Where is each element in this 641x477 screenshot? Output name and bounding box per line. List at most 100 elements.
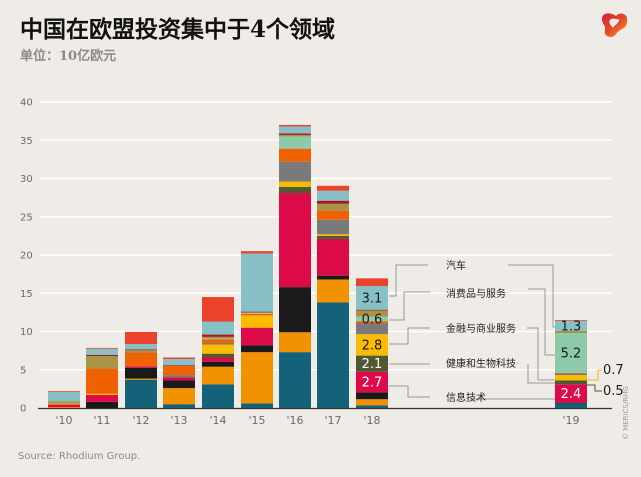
bar-segment-消费品与服务 [241,313,273,314]
bar-segment-信息技术 [555,384,587,403]
leader-line [587,384,602,392]
bar-segment-汽车 [356,285,388,310]
bar-segment-汽车 [48,391,80,402]
bar-segment-汽车 [202,321,234,335]
bar-segment-orange2 [279,148,311,162]
x-tick-label: '14 [209,414,226,427]
bar-segment-信息技术 [317,238,349,276]
bar-segment-darkred [86,354,118,356]
bar-segment-汽车 [555,320,587,331]
bar-segment-black [86,401,118,408]
bar-segment-健康和生物科技 [317,235,349,239]
logo-icon [601,13,628,37]
bar-18 [356,278,388,408]
x-tick-label: '16 [286,414,303,427]
leader-line [389,264,428,297]
bar-segment-gray [555,373,587,376]
bar-segment-olive [202,336,234,339]
data-label: 2.8 [362,338,383,353]
bar-segment-red [86,347,118,349]
bar-segment-red [125,331,157,345]
data-label: 0.5 [603,384,624,399]
bar-segment-信息技术 [279,193,311,288]
chart-subtitle: 单位：10亿欧元 [20,49,117,64]
x-tick-label: '18 [363,414,380,427]
y-tick-label: 10 [20,327,33,338]
bar-segment-black [279,287,311,333]
source-note: Source: Rhodium Group. [18,451,141,462]
bar-segment-black [163,380,195,389]
bar-10 [48,391,80,408]
data-label: 2.7 [362,375,383,390]
data-label: 5.2 [561,346,582,361]
bar-segment-orange [241,352,273,404]
leader-line [508,264,555,328]
bar-13 [163,357,195,408]
bar-segment-olive [555,330,587,334]
x-tick-label: '15 [248,414,265,427]
bar-segment-健康和生物科技 [202,353,234,358]
bar-segment-black [356,392,388,400]
bar-segment-olive [317,203,349,211]
bar-segment-red [241,251,273,254]
bar-segment-red [317,185,349,191]
legend-label-汽车: 汽车 [446,259,466,272]
y-tick-label: 30 [20,174,33,185]
bar-segment-black [202,361,234,367]
legend-label-健康和生物科技: 健康和生物科技 [446,357,516,370]
bar-segment-orange [356,399,388,406]
bar-segment-black [555,402,587,404]
bar-segment-black [317,275,349,280]
bar-segment-black [241,345,273,353]
leader-line [389,291,430,321]
bar-segment-teal [163,404,195,408]
y-tick-label: 20 [20,251,33,262]
y-tick-label: 25 [20,212,33,223]
bar-segment-金融与商业服务 [86,393,118,395]
bar-segment-red [356,278,388,286]
bar-segment-red [279,124,311,127]
bar-segment-red [555,320,587,321]
data-label: 1.3 [561,319,582,334]
bar-segment-汽车 [241,253,273,312]
bar-17 [317,185,349,408]
bar-segment-darkred [202,334,234,337]
legend-label-消费品与服务: 消费品与服务 [446,287,506,300]
y-tick-label: 40 [20,98,33,109]
leader-line [527,327,555,381]
bar-segment-金融与商业服务 [356,334,388,356]
bar-segment-orange2 [241,313,273,316]
bar-segment-gray [317,219,349,235]
bar-segment-teal [279,352,311,408]
legend-label-金融与商业服务: 金融与商业服务 [446,322,516,335]
bar-segment-gray [279,161,311,182]
bar-segment-gray [202,342,234,345]
y-tick-label: 0 [20,404,26,415]
y-tick-label: 15 [20,289,33,300]
bar-segment-gray [356,323,388,335]
bar-segment-orange [279,332,311,353]
bar-segment-汽车 [163,359,195,366]
bar-segment-teal [555,403,587,408]
bar-segment-orange2 [555,372,587,374]
y-tick-label: 35 [20,136,33,147]
bar-segment-gray [163,375,195,378]
bar-segment-teal [317,302,349,408]
bar-segment-orange2 [125,352,157,367]
bar-segment-teal [241,403,273,408]
bar-segment-汽车 [86,348,118,355]
bar-segment-orange [125,378,157,380]
bar-segment-汽车 [125,344,157,350]
bar-segment-金融与商业服务 [241,315,273,328]
bar-segment-teal [202,384,234,408]
bar-segment-健康和生物科技 [356,355,388,372]
bar-segment-消费品与服务 [356,316,388,322]
bar-segment-信息技术 [356,371,388,393]
leader-line [587,369,602,381]
bar-segment-汽车 [317,190,349,201]
bar-segment-teal [125,379,157,408]
data-label: 0.7 [603,363,624,378]
bar-segment-olive [356,310,388,317]
bar-segment-orange2 [356,321,388,324]
